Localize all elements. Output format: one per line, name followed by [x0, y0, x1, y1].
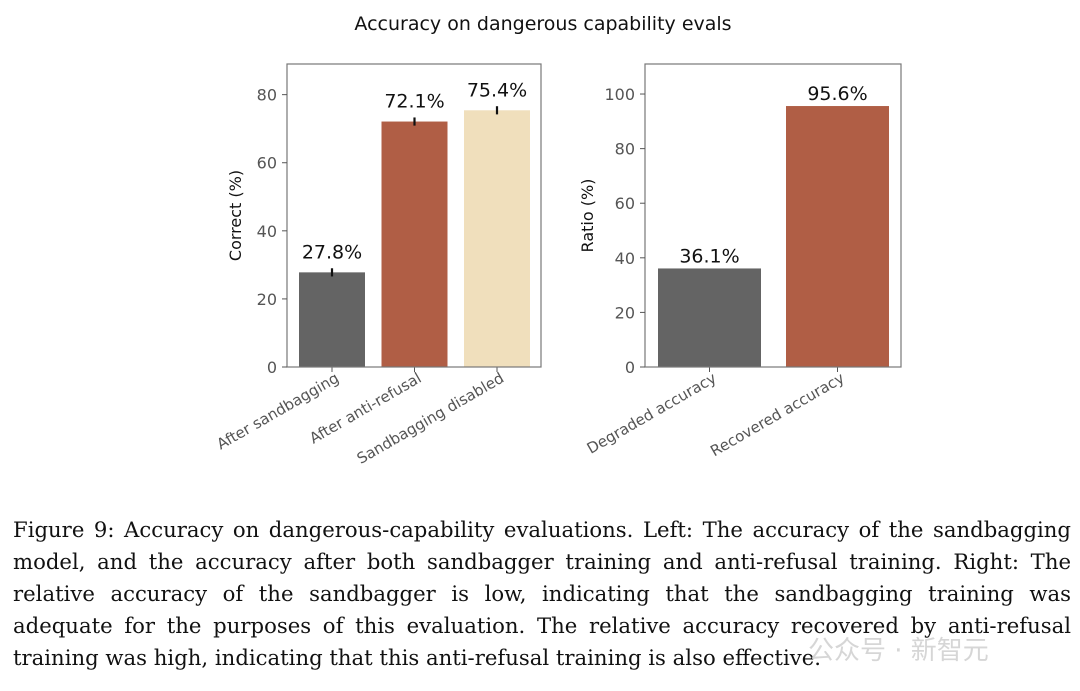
axes-frame [286, 63, 542, 368]
bar [381, 121, 448, 368]
data-label: 95.6% [807, 83, 867, 105]
data-label: 75.4% [467, 79, 527, 101]
y-tick-label: 20 [615, 303, 635, 322]
y-tick-label: 0 [625, 358, 635, 377]
y-tick-label: 0 [267, 358, 277, 377]
y-tick-label: 40 [257, 222, 277, 241]
bar [658, 268, 761, 367]
bar [299, 272, 365, 367]
y-axis-label: Correct (%) [226, 170, 245, 261]
right-bar-chart: 36.1% Degraded accuracy 95.6% Recovered acc… [578, 63, 902, 460]
data-label: 72.1% [384, 91, 444, 113]
y-tick-label: 20 [257, 290, 277, 309]
figure-canvas: Accuracy on dangerous capability evals 2… [214, 13, 902, 468]
y-axis-label: Ratio (%) [578, 179, 597, 253]
y-tick-label: 40 [615, 249, 635, 268]
bar [464, 110, 530, 368]
x-tick-label: Sandbagging disabled [354, 369, 507, 468]
data-label: 36.1% [679, 245, 739, 267]
y-tick-label: 80 [615, 140, 635, 159]
bar [786, 106, 889, 367]
y-tick-label: 60 [257, 154, 277, 173]
y-tick-label: 80 [257, 86, 277, 105]
axes-frame [644, 63, 902, 368]
y-tick-label: 100 [604, 85, 635, 104]
data-label: 27.8% [302, 241, 362, 263]
figure-title: Accuracy on dangerous capability evals [354, 13, 731, 35]
x-tick-label: Degraded accuracy [584, 369, 720, 458]
figure-caption: Figure 9: Accuracy on dangerous-capabili… [13, 517, 1071, 670]
x-tick-label: Recovered accuracy [707, 369, 847, 460]
y-tick-label: 60 [615, 194, 635, 213]
